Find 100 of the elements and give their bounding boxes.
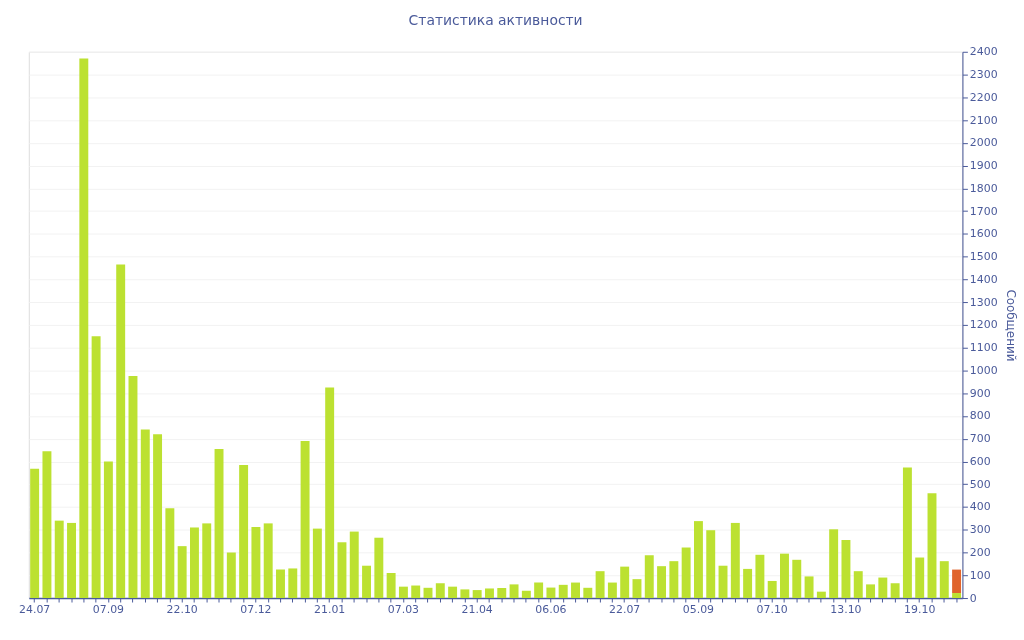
y-tick-label: 1500 [969, 250, 998, 264]
bar [939, 561, 949, 599]
bar [632, 579, 642, 599]
bar [460, 589, 470, 599]
bar [288, 568, 298, 599]
bar [263, 523, 273, 599]
y-axis-title: Сообщений [1003, 289, 1018, 362]
bar [202, 523, 212, 599]
bar [878, 577, 888, 599]
x-tick-label: 07.03 [387, 603, 420, 617]
bar [374, 537, 384, 599]
y-tick-label: 1100 [969, 341, 998, 355]
bar [607, 582, 617, 599]
y-tick-label: 1700 [969, 204, 998, 218]
bar [644, 555, 654, 599]
y-tick-label: 400 [969, 500, 991, 514]
y-tick-label: 100 [969, 568, 991, 582]
bar [91, 336, 101, 599]
bar [583, 587, 593, 599]
bar [276, 569, 285, 599]
bar [337, 542, 347, 599]
x-tick-label: 21.04 [461, 603, 493, 617]
x-tick-label: 22.07 [609, 603, 641, 617]
y-tick-label: 800 [969, 409, 991, 423]
bar [866, 584, 875, 599]
bar [952, 569, 962, 594]
y-tick-label: 1900 [969, 159, 998, 173]
bar [386, 573, 396, 599]
bar [681, 547, 691, 599]
y-tick-label: 2300 [969, 68, 998, 82]
bar [657, 566, 667, 599]
bar [103, 461, 113, 599]
bar [251, 527, 261, 599]
bar [902, 467, 912, 599]
bar [30, 468, 40, 599]
x-tick-label: 06.06 [535, 603, 567, 617]
bar [349, 531, 359, 599]
y-tick-label: 200 [969, 545, 991, 559]
bar [755, 554, 765, 599]
y-tick-label: 600 [969, 454, 991, 468]
bar [509, 584, 519, 599]
x-tick-label: 19.10 [904, 603, 936, 617]
bar [743, 568, 753, 599]
bar [780, 553, 789, 599]
bar [816, 591, 826, 599]
y-tick-label: 1300 [969, 295, 998, 309]
bar [79, 58, 89, 599]
bar [189, 527, 199, 599]
bar [128, 376, 138, 599]
y-tick-label: 500 [969, 477, 991, 491]
bar [300, 440, 310, 599]
bar [730, 522, 740, 599]
bar [521, 590, 531, 599]
x-tick-label: 21.01 [314, 603, 346, 617]
bar [534, 582, 544, 599]
bar [767, 580, 777, 599]
x-tick-label: 22.10 [166, 603, 198, 617]
x-tick-label: 07.12 [240, 603, 272, 617]
bar [435, 583, 445, 599]
y-tick-label: 1000 [969, 363, 998, 377]
bar [927, 493, 937, 599]
bar [42, 451, 52, 599]
bar [804, 576, 814, 599]
bar [890, 583, 900, 599]
y-tick-label: 2000 [969, 136, 998, 150]
bar [669, 561, 679, 599]
y-tick-label: 300 [969, 523, 991, 537]
x-tick-label: 05.09 [682, 603, 715, 617]
bar [54, 520, 64, 599]
x-tick-label: 24.07 [19, 603, 51, 617]
bar [485, 588, 494, 599]
y-tick-label: 1600 [969, 227, 998, 241]
y-tick-label: 1200 [969, 318, 998, 332]
bar [398, 586, 408, 599]
bar [829, 529, 839, 599]
bar [362, 565, 372, 599]
bar [165, 508, 175, 599]
bar [497, 588, 507, 599]
x-tick-label: 07.10 [756, 603, 788, 617]
bar [841, 540, 851, 599]
chart-title: Статистика активности [408, 11, 583, 28]
y-tick-label: 1400 [969, 272, 998, 286]
y-tick-label: 900 [969, 386, 991, 400]
bar [67, 522, 76, 599]
bar [325, 387, 335, 599]
y-tick-label: 0 [969, 591, 977, 605]
y-tick-label: 2100 [969, 113, 998, 127]
bar [853, 571, 863, 599]
bar [706, 530, 716, 599]
bar [312, 528, 322, 599]
bar [153, 434, 163, 599]
bar [546, 587, 556, 599]
bar [571, 582, 580, 599]
bar [558, 584, 568, 599]
bar [411, 585, 421, 599]
bar [952, 593, 962, 599]
bar [239, 464, 249, 599]
bar [693, 521, 703, 599]
bar [472, 590, 482, 599]
y-tick-label: 2400 [969, 45, 998, 59]
